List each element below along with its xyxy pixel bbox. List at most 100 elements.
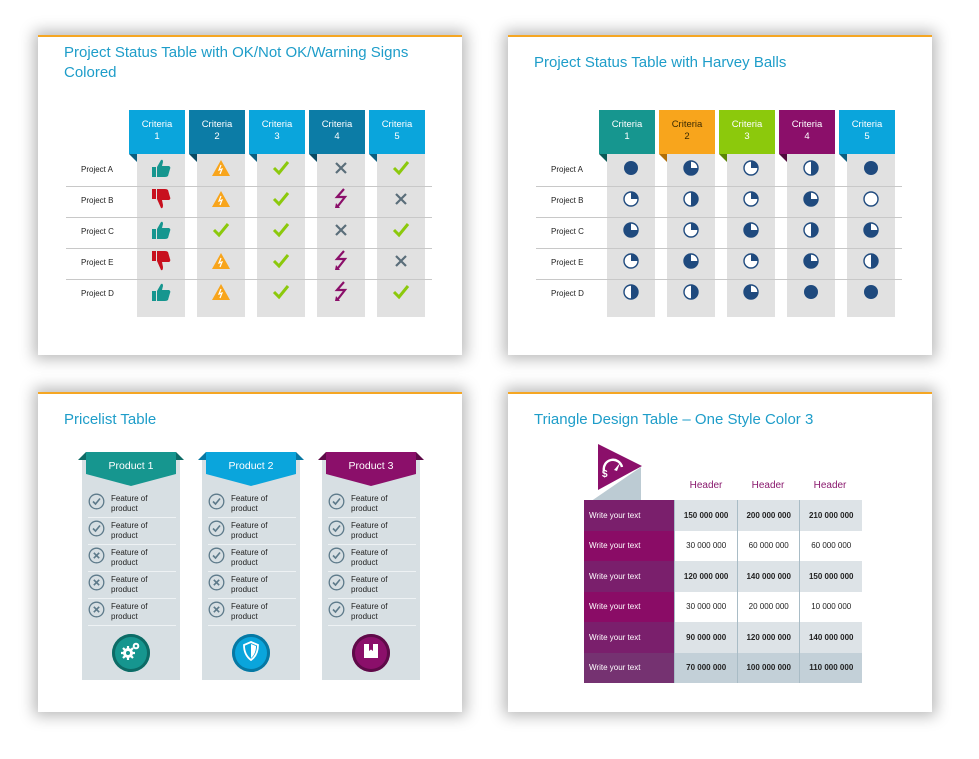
criteria-header-4[interactable]: Criteria 4 [309,110,365,154]
slide-status-signs[interactable]: Project Status Table with OK/Not OK/Warn… [38,35,462,355]
feature-row: Feature of product [328,598,416,626]
slide-triangle-table[interactable]: Triangle Design Table – One Style Color … [508,392,932,712]
table-row: Write your text 30 000 000 60 000 000 60 00… [584,530,862,561]
value-cell[interactable]: 200 000 000 [736,500,800,531]
check-circle-icon [208,493,225,515]
table-cell [257,279,305,310]
row-label[interactable]: Write your text [584,622,675,653]
table-cell [607,217,655,248]
value-cell[interactable]: 150 000 000 [799,561,862,592]
table-cell [377,217,425,248]
slide-pricelist[interactable]: Pricelist Table Product 1 Feature of produ… [38,392,462,712]
feature-row: Feature of product [88,571,176,599]
table-row: Write your text 90 000 000 120 000 000 140 … [584,622,862,653]
corner-triangle-decoration [584,444,642,506]
row-label[interactable]: Write your text [584,652,675,683]
thumbs-down-icon [151,188,171,215]
criteria-header-number: 5 [394,131,400,142]
feature-row: Feature of product [208,544,296,572]
table-cell [847,217,895,248]
value-cell[interactable]: 100 000 000 [736,652,800,683]
value-cell[interactable]: 120 000 000 [674,561,737,592]
column-header[interactable]: Header [751,480,785,491]
product-name: Product 2 [228,460,274,472]
lightning-icon [333,281,349,308]
feature-row: Feature of product [88,517,176,545]
table-cell [257,248,305,279]
value-cell[interactable]: 30 000 000 [674,591,737,622]
table-cell [787,217,835,248]
check-icon [212,222,230,243]
value-cell[interactable]: 110 000 000 [799,652,862,683]
criteria-header-5[interactable]: Criteria 5 [839,110,895,154]
criteria-header-3[interactable]: Criteria 3 [719,110,775,154]
value-cell[interactable]: 20 000 000 [736,591,800,622]
value-cell[interactable]: 60 000 000 [799,530,862,561]
value-cell[interactable]: 210 000 000 [799,500,862,531]
table-cell [787,186,835,217]
feature-row: Feature of product [328,490,416,518]
feature-row: Feature of product [208,598,296,626]
criteria-header-1[interactable]: Criteria 1 [129,110,185,154]
criteria-header-4[interactable]: Criteria 4 [779,110,835,154]
check-circle-icon [88,520,105,542]
row-divider [66,217,432,218]
product-banner [78,452,184,491]
table-cell [847,186,895,217]
warning-icon [211,283,231,306]
criteria-header-2[interactable]: Criteria 2 [659,110,715,154]
row-label[interactable]: Write your text [584,530,675,561]
table-cell [197,279,245,310]
product-banner [198,452,304,491]
harvey-ball-full-icon [863,160,879,181]
criteria-header-number: 1 [624,131,630,142]
table-cell [317,186,365,217]
value-cell[interactable]: 90 000 000 [674,622,737,653]
check-circle-icon [328,493,345,515]
criteria-header-label: Criteria [611,119,643,130]
row-label[interactable]: Write your text [584,500,675,531]
slide-harvey-balls[interactable]: Project Status Table with Harvey Balls C… [508,35,932,355]
product-icon-badge [112,634,150,672]
harvey-ball-quarter-icon [623,191,639,212]
thumbs-up-icon [151,158,171,183]
value-cell[interactable]: 140 000 000 [799,622,862,653]
value-cell[interactable]: 60 000 000 [736,530,800,561]
check-circle-icon [208,520,225,542]
table-cell [377,186,425,217]
table-cell [787,279,835,310]
column-header[interactable]: Header [813,480,847,491]
header-fold-decoration [659,154,667,162]
criteria-header-1[interactable]: Criteria 1 [599,110,655,154]
check-icon [272,160,290,181]
check-circle-icon [328,574,345,596]
row-label[interactable]: Write your text [584,591,675,622]
criteria-header-label: Criteria [791,119,823,130]
feature-text: Feature of product [231,601,268,621]
row-label[interactable]: Write your text [584,561,675,592]
value-cell[interactable]: 10 000 000 [799,591,862,622]
value-cell[interactable]: 150 000 000 [674,500,737,531]
lightning-icon [333,188,349,215]
harvey-ball-three-quarter-icon [803,191,819,212]
table-cell [197,155,245,186]
header-fold-decoration [599,154,607,162]
table-cell [317,155,365,186]
table-row: Write your text 70 000 000 100 000 000 110 … [584,652,862,683]
harvey-ball-three-quarter-icon [623,222,639,243]
table-cell [197,248,245,279]
product-name: Product 3 [348,460,394,472]
value-cell[interactable]: 140 000 000 [736,561,800,592]
criteria-header-2[interactable]: Criteria 2 [189,110,245,154]
table-cell [847,279,895,310]
feature-text: Feature of product [351,574,388,594]
value-cell[interactable]: 120 000 000 [736,622,800,653]
criteria-header-5[interactable]: Criteria 5 [369,110,425,154]
feature-row: Feature of product [328,517,416,545]
value-cell[interactable]: 30 000 000 [674,530,737,561]
value-cell[interactable]: 70 000 000 [674,652,737,683]
criteria-header-3[interactable]: Criteria 3 [249,110,305,154]
column-header[interactable]: Header [689,480,723,491]
cross-icon [394,254,408,273]
table-cell [257,217,305,248]
